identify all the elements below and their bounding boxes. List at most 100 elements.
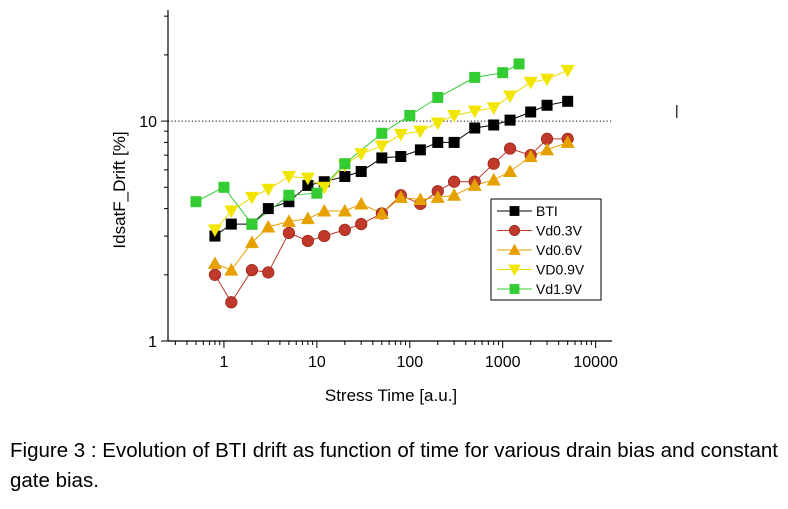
legend-marker	[508, 264, 521, 276]
data-point	[262, 266, 275, 279]
data-point	[393, 190, 408, 203]
data-point	[338, 223, 351, 237]
data-point	[562, 95, 574, 107]
data-point	[246, 218, 258, 230]
data-point	[503, 90, 518, 104]
data-point	[218, 181, 230, 193]
data-point	[317, 203, 332, 217]
data-point	[261, 183, 276, 197]
data-point	[486, 102, 501, 115]
legend-marker	[509, 284, 520, 294]
data-point	[487, 157, 500, 170]
y-tick-label: 10	[139, 114, 157, 131]
data-point	[497, 67, 509, 79]
data-point	[339, 158, 351, 170]
data-point	[283, 189, 295, 201]
data-point	[374, 206, 389, 219]
data-point	[355, 165, 367, 177]
series-markers	[190, 58, 575, 309]
x-tick-label: 1	[219, 354, 228, 371]
series-markers-4	[190, 58, 525, 230]
data-point	[282, 226, 295, 240]
data-point	[355, 218, 368, 231]
y-axis-title: IdsatF_Drift [%]	[110, 131, 129, 248]
data-point	[374, 140, 389, 154]
data-point	[432, 136, 444, 148]
data-point	[301, 234, 314, 248]
data-point	[467, 178, 482, 191]
legend-label: Vd0.6V	[536, 242, 583, 258]
series-line-4	[195, 63, 520, 225]
data-point	[469, 71, 481, 83]
data-point	[337, 203, 352, 217]
chart: 1 10 100 1000 10000 1 10 Stress Time [a.u.] I…	[110, 10, 679, 405]
data-point	[225, 296, 238, 309]
data-point	[430, 190, 445, 203]
data-point	[448, 175, 461, 188]
data-point	[190, 196, 202, 208]
y-ticks: 1 10	[139, 15, 168, 351]
legend-label: VD0.9V	[536, 262, 585, 278]
data-point	[523, 76, 538, 90]
data-point	[300, 172, 315, 186]
data-point	[469, 122, 481, 134]
legend-label: Vd1.9V	[536, 281, 583, 297]
data-point	[540, 142, 555, 156]
data-point	[225, 218, 237, 230]
axes: 1 10 100 1000 10000 1 10	[139, 10, 618, 371]
legend-label: BTI	[536, 203, 558, 219]
data-point	[354, 148, 369, 161]
data-point	[339, 170, 351, 182]
figure-caption: Figure 3 : Evolution of BTI drift as fun…	[10, 439, 778, 492]
data-point	[523, 149, 538, 163]
data-point	[311, 187, 323, 199]
series-markers-3	[207, 64, 575, 238]
data-point	[541, 99, 553, 111]
data-point	[354, 196, 369, 210]
data-point	[281, 214, 296, 227]
data-point	[404, 110, 416, 122]
x-ticks: 1 10 100 1000 10000	[174, 341, 618, 371]
x-tick-label: 10	[308, 354, 326, 371]
data-point	[540, 73, 555, 87]
data-point	[560, 135, 575, 148]
data-point	[224, 205, 239, 219]
data-point	[376, 127, 388, 139]
data-point	[413, 125, 428, 139]
data-point	[448, 136, 460, 148]
data-point	[414, 144, 426, 156]
data-point	[560, 64, 575, 78]
plot-area	[168, 58, 612, 309]
x-tick-label: 1000	[485, 354, 521, 371]
series-markers-2	[207, 135, 575, 276]
data-point	[503, 142, 517, 155]
legend-marker	[508, 243, 521, 255]
stray-mark: |	[675, 102, 679, 118]
data-point	[208, 268, 222, 281]
data-point	[207, 256, 222, 270]
data-point	[262, 203, 274, 215]
data-point	[261, 219, 276, 233]
data-point	[467, 105, 482, 119]
x-axis-title: Stress Time [a.u.]	[325, 386, 457, 405]
data-point	[393, 128, 408, 142]
data-point	[244, 191, 259, 205]
data-point	[224, 263, 239, 276]
data-point	[447, 110, 462, 123]
data-point	[525, 106, 537, 118]
data-point	[486, 172, 501, 186]
legend-marker	[509, 206, 520, 216]
x-tick-label: 100	[396, 354, 423, 371]
data-point	[513, 58, 525, 70]
data-point	[432, 92, 444, 104]
legend-label: Vd0.3V	[536, 223, 583, 239]
data-point	[245, 264, 259, 277]
data-point	[413, 192, 428, 205]
data-point	[447, 188, 462, 201]
x-tick-label: 10000	[573, 354, 618, 371]
legend-marker	[508, 225, 520, 237]
data-point	[207, 224, 222, 238]
data-point	[244, 235, 259, 249]
data-point	[430, 117, 445, 131]
data-point	[504, 114, 516, 126]
